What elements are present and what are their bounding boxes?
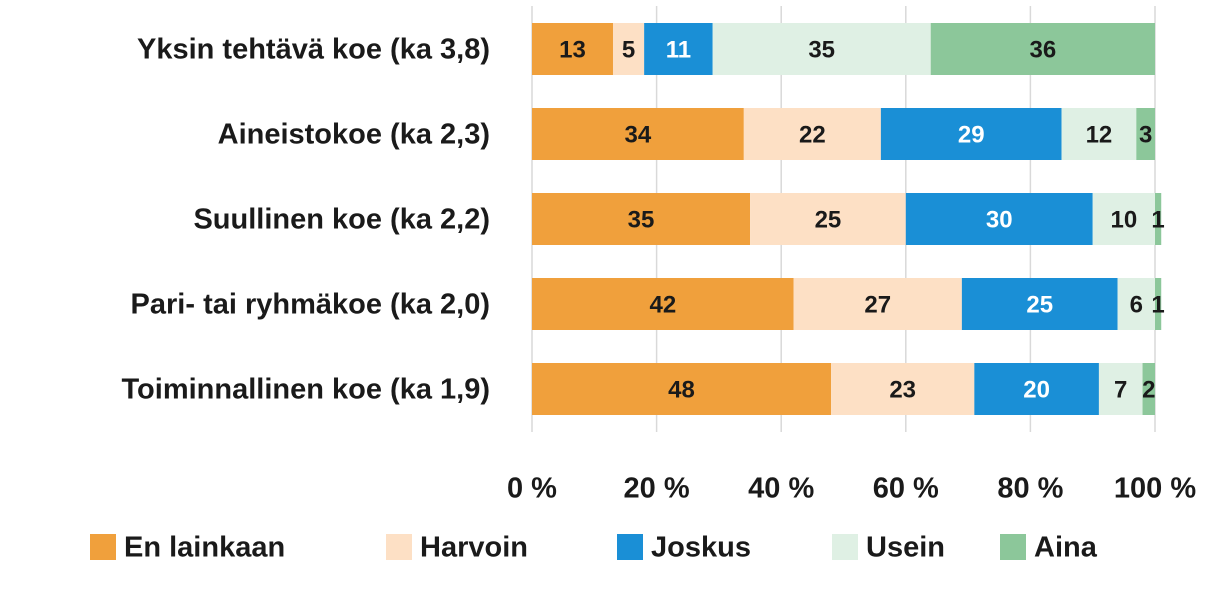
data-label: 35 [628, 206, 655, 233]
data-label: 48 [668, 376, 695, 403]
bar-segment [750, 193, 906, 245]
bar-segment [961, 278, 1118, 330]
legend-swatch [90, 534, 116, 560]
bar-segment [532, 363, 832, 415]
data-label: 5 [622, 36, 635, 63]
legend-label: Joskus [651, 532, 751, 564]
legend-swatch [1000, 534, 1026, 560]
data-label: 1 [1151, 291, 1164, 318]
category-label: Toiminnallinen koe (ka 1,9) [122, 374, 491, 406]
legend-swatch [617, 534, 643, 560]
bar-segment [974, 363, 1099, 415]
bar-segment [930, 23, 1155, 75]
category-label: Pari- tai ryhmäkoe (ka 2,0) [131, 289, 490, 321]
bar-segment [793, 278, 962, 330]
data-label: 35 [808, 36, 835, 63]
bar-segment [1142, 363, 1155, 415]
data-label: 7 [1114, 376, 1127, 403]
bar-segment [1092, 193, 1155, 245]
data-label: 42 [649, 291, 676, 318]
legend-label: Aina [1034, 532, 1098, 564]
data-label: 11 [666, 36, 691, 63]
data-label: 3 [1139, 121, 1152, 148]
x-tick-label: 60 % [873, 473, 939, 505]
bar-segment [1136, 108, 1155, 160]
bar-segment [1117, 278, 1155, 330]
bar-segment [612, 23, 645, 75]
bar-segment [880, 108, 1062, 160]
legend-swatch [386, 534, 412, 560]
data-label: 25 [1026, 291, 1053, 318]
data-label: 6 [1130, 291, 1143, 318]
legend-label: En lainkaan [124, 532, 285, 564]
data-label: 36 [1030, 36, 1057, 63]
x-tick-label: 100 % [1114, 473, 1196, 505]
legend-swatch [832, 534, 858, 560]
data-label: 29 [958, 121, 985, 148]
data-label: 23 [889, 376, 916, 403]
data-label: 30 [986, 206, 1013, 233]
bar-segment [831, 363, 975, 415]
legend-label: Harvoin [420, 532, 528, 564]
category-label: Suullinen koe (ka 2,2) [193, 204, 490, 236]
category-label: Aineistokoe (ka 2,3) [218, 119, 490, 151]
data-label: 10 [1110, 206, 1137, 233]
bar-segment [644, 23, 713, 75]
x-tick-label: 40 % [748, 473, 814, 505]
data-label: 34 [625, 121, 652, 148]
x-tick-label: 20 % [624, 473, 690, 505]
x-tick-label: 0 % [507, 473, 557, 505]
bar-segment [532, 23, 613, 75]
data-label: 13 [559, 36, 586, 63]
bar-segment [743, 108, 881, 160]
data-label: 27 [864, 291, 891, 318]
bar-segment [1098, 363, 1143, 415]
bar-segment [532, 108, 744, 160]
data-label: 20 [1023, 376, 1050, 403]
bar-segment [712, 23, 931, 75]
bar-segment [905, 193, 1093, 245]
bar-segment [532, 193, 751, 245]
bar-segment [1155, 193, 1162, 245]
data-label: 2 [1142, 376, 1155, 403]
data-label: 25 [815, 206, 842, 233]
legend-label: Usein [866, 532, 945, 564]
data-label: 1 [1151, 206, 1164, 233]
bar-segment [1061, 108, 1137, 160]
bar-segment [1155, 278, 1162, 330]
x-tick-label: 80 % [997, 473, 1063, 505]
bar-segment [532, 278, 794, 330]
category-label: Yksin tehtävä koe (ka 3,8) [137, 34, 490, 66]
data-label: 22 [799, 121, 826, 148]
data-label: 12 [1086, 121, 1113, 148]
